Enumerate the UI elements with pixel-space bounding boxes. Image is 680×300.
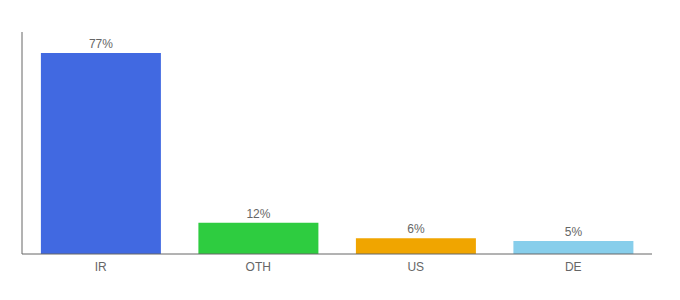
svg-text:US: US: [407, 260, 424, 274]
svg-text:OTH: OTH: [246, 260, 271, 274]
svg-text:IR: IR: [95, 260, 107, 274]
svg-text:6%: 6%: [407, 222, 425, 236]
svg-text:DE: DE: [565, 260, 582, 274]
svg-text:5%: 5%: [565, 225, 583, 239]
svg-text:77%: 77%: [89, 37, 113, 51]
svg-text:12%: 12%: [246, 207, 270, 221]
